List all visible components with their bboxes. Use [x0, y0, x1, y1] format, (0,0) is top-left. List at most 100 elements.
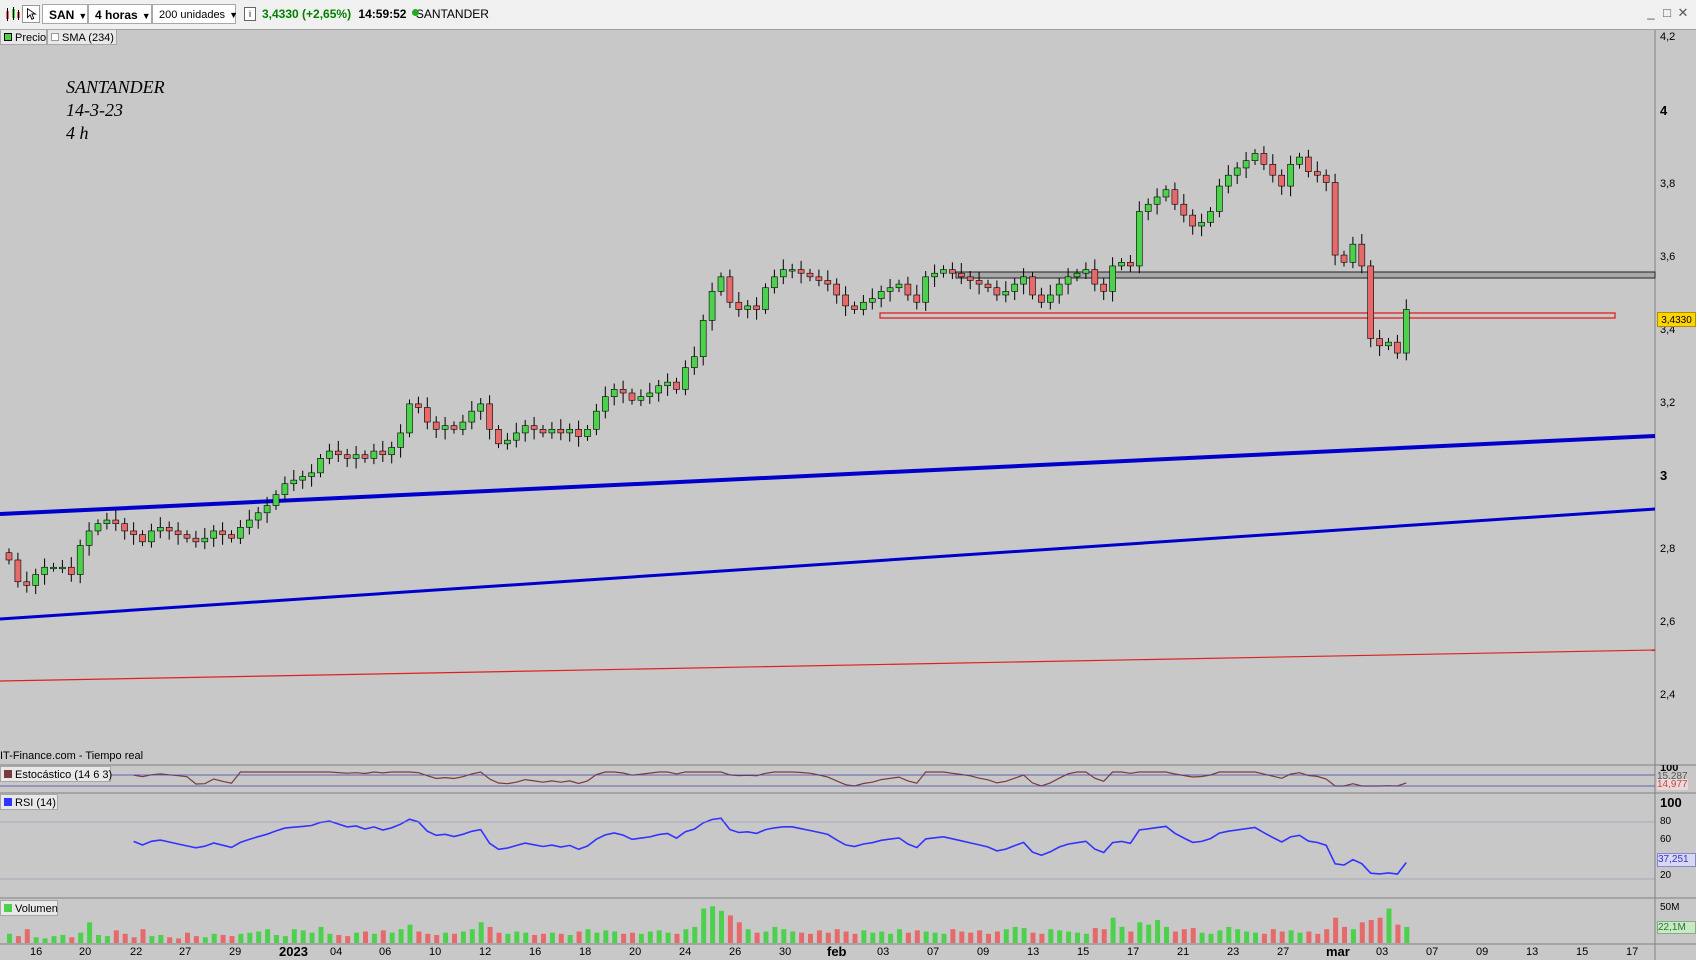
- candle-body: [1198, 222, 1205, 227]
- minimize-icon[interactable]: _: [1647, 5, 1655, 20]
- candle-body: [432, 421, 440, 430]
- volume-bar: [1137, 922, 1143, 943]
- chevron-down-icon: ▼: [229, 10, 238, 20]
- candle-body: [237, 527, 244, 539]
- candle-body: [1260, 153, 1268, 165]
- chart-type-icon[interactable]: [4, 5, 22, 23]
- candle-body: [130, 530, 137, 535]
- volume-bar: [843, 931, 849, 943]
- volume-bar: [140, 929, 146, 943]
- volume-bar: [24, 929, 30, 943]
- crosshair-icon[interactable]: [22, 5, 40, 23]
- x-tick: 16: [529, 946, 542, 958]
- candle-body: [815, 276, 823, 281]
- volume-bar: [380, 930, 386, 943]
- volume-bar: [701, 908, 707, 943]
- annotation-date: 14-3-23: [66, 100, 123, 120]
- volume-bar: [816, 930, 822, 943]
- support-zone[interactable]: [879, 312, 1616, 319]
- candle-body: [1385, 341, 1392, 347]
- info-icon[interactable]: i: [244, 7, 256, 21]
- y-tick: 4: [1660, 103, 1668, 118]
- volume-bar: [1386, 908, 1392, 943]
- volume-bar: [460, 931, 466, 943]
- sma-line[interactable]: [0, 649, 1656, 682]
- candle-body: [157, 527, 164, 532]
- candle-body: [646, 392, 654, 397]
- candle-body: [94, 523, 102, 532]
- volume-bar: [861, 930, 867, 943]
- candle-body: [317, 458, 324, 474]
- quote-time: 14:59:52: [358, 7, 407, 21]
- volume-bar: [923, 931, 929, 943]
- volume-bar: [852, 933, 858, 943]
- bars-select[interactable]: 200 unidades ▼: [152, 4, 238, 24]
- candle-body: [112, 519, 120, 524]
- candle-body: [975, 280, 983, 285]
- candle-body: [949, 269, 956, 274]
- x-tick: 20: [79, 946, 92, 958]
- legend-rsi[interactable]: RSI (14): [0, 794, 58, 810]
- y-tick: 3: [1660, 468, 1668, 483]
- x-tick: 07: [1426, 946, 1439, 958]
- volume-bar: [630, 932, 635, 943]
- resistance-zone[interactable]: [955, 271, 1656, 279]
- volume-bar: [1066, 931, 1072, 943]
- candle-body: [334, 450, 342, 456]
- candle-body: [512, 432, 520, 441]
- volume-bar: [888, 933, 894, 943]
- candle-body: [290, 479, 298, 485]
- volume-bar: [327, 933, 333, 943]
- maximize-icon[interactable]: □: [1663, 5, 1671, 20]
- candle-body: [833, 283, 841, 296]
- volume-bar: [1288, 930, 1294, 943]
- candle-body: [548, 428, 556, 434]
- candle-body: [673, 381, 680, 390]
- candle-body: [851, 305, 858, 310]
- candle-body: [1287, 164, 1294, 187]
- volume-bar: [1092, 928, 1098, 943]
- volume-bar: [300, 930, 306, 943]
- legend-volume[interactable]: Volumen: [0, 900, 58, 916]
- candle-body: [619, 389, 627, 394]
- candle-body: [1225, 174, 1232, 187]
- volume-bar: [398, 929, 404, 943]
- interval-select[interactable]: 4 horas ▼: [88, 4, 152, 24]
- price-chart[interactable]: [0, 30, 1696, 960]
- volume-bar: [674, 933, 680, 943]
- volume-bar: [51, 936, 57, 943]
- candle-body: [450, 425, 458, 430]
- close-icon[interactable]: ✕: [1677, 5, 1689, 20]
- volume-bar: [576, 931, 582, 943]
- volume-bar: [736, 922, 742, 943]
- volume-bar: [1253, 932, 1258, 943]
- volume-bar: [1012, 926, 1018, 943]
- symbol-select[interactable]: SAN ▼: [42, 4, 88, 24]
- candle-body: [735, 301, 743, 310]
- candle-body: [1002, 291, 1010, 296]
- candle-body: [931, 272, 938, 278]
- price-swatch-icon: [4, 33, 12, 41]
- candle-body: [904, 283, 912, 296]
- candle-body: [1073, 272, 1081, 278]
- candle-body: [1314, 171, 1321, 176]
- legend-price[interactable]: Precio: [0, 29, 47, 45]
- candle-body: [539, 428, 547, 434]
- legend-sma[interactable]: SMA (234): [47, 29, 117, 45]
- volume-bar: [1083, 933, 1089, 943]
- candle-body: [468, 410, 476, 423]
- volume-bar: [950, 929, 956, 943]
- candle-body: [1322, 174, 1330, 183]
- volume-bar: [247, 932, 253, 943]
- volume-bar: [1119, 926, 1125, 943]
- candle-body: [584, 428, 591, 437]
- volume-bar: [318, 926, 324, 943]
- volume-bar: [469, 929, 475, 943]
- lower-channel-line[interactable]: [0, 507, 1656, 621]
- volume-bar: [638, 933, 644, 943]
- volume-bar: [968, 932, 974, 943]
- legend-stochastic[interactable]: Estocástico (14 6 3): [0, 766, 112, 782]
- rsi-tick: 20: [1660, 870, 1672, 881]
- volume-bar: [1199, 932, 1205, 943]
- volume-bar: [1039, 933, 1045, 943]
